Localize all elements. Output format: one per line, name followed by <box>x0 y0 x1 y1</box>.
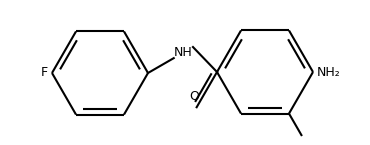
Text: F: F <box>41 67 48 79</box>
Text: O: O <box>190 90 199 103</box>
Text: NH₂: NH₂ <box>317 66 341 78</box>
Text: NH: NH <box>174 46 193 59</box>
